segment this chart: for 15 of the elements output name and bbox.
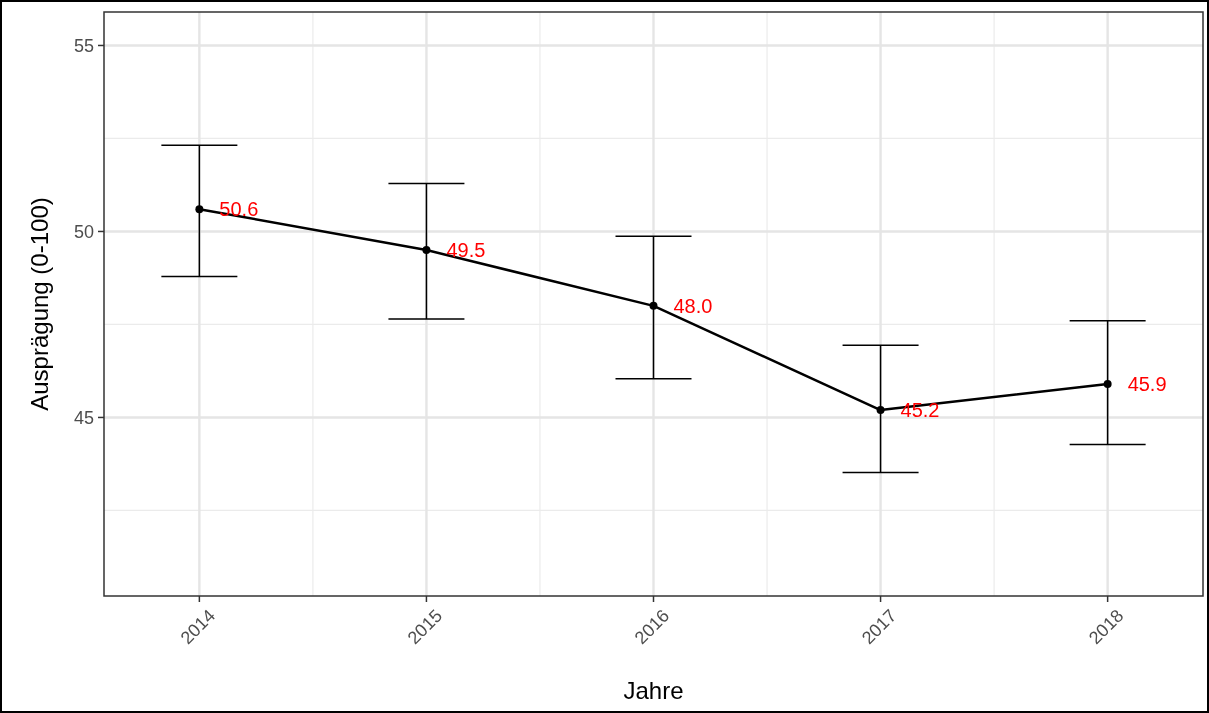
point <box>1103 379 1112 388</box>
point <box>649 301 658 310</box>
y-tick-label: 50 <box>73 221 94 242</box>
y-tick-label: 45 <box>73 407 94 428</box>
point <box>422 246 431 255</box>
point <box>876 406 885 414</box>
y-axis-title: Ausprägung (0-100) <box>26 197 53 411</box>
data-label: 45.9 <box>1127 372 1167 395</box>
y-tick-label: 55 <box>73 35 94 56</box>
point <box>195 205 204 214</box>
data-label: 50.6 <box>219 198 259 221</box>
x-axis-title: Jahre <box>623 677 684 704</box>
data-label: 48.0 <box>673 294 713 317</box>
data-label: 45.2 <box>900 399 940 422</box>
data-label: 49.5 <box>446 239 486 262</box>
